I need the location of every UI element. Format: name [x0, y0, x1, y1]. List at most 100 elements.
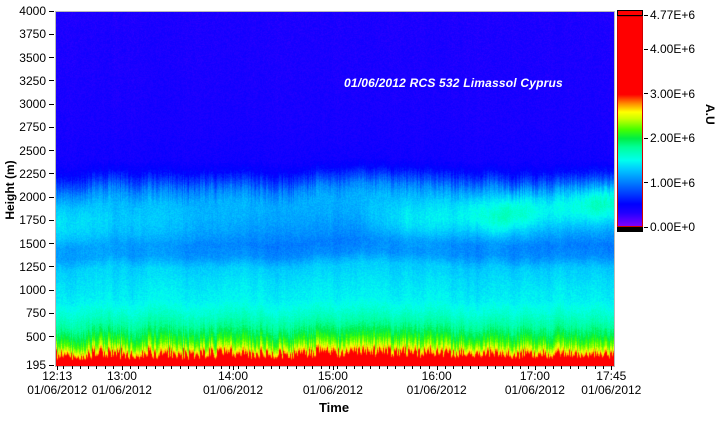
x-minor-tick: [495, 366, 496, 369]
y-tick-label: 3250: [19, 73, 46, 88]
x-minor-tick: [503, 366, 504, 369]
x-minor-tick: [412, 366, 413, 369]
y-tick-label: 4000: [19, 4, 46, 18]
x-tick-time-label: 14:00: [217, 369, 249, 383]
x-minor-tick: [362, 366, 363, 369]
y-tick-label: 1000: [19, 283, 46, 298]
x-minor-tick: [470, 366, 471, 369]
x-minor-tick: [246, 366, 247, 369]
colorbar-tick-label: 1.00E+6: [650, 175, 696, 190]
y-tick-label: 1250: [19, 259, 46, 274]
x-tick-time-label: 15:00: [317, 369, 348, 383]
x-minor-tick: [346, 366, 347, 369]
x-minor-tick: [63, 366, 64, 369]
x-minor-tick: [561, 366, 562, 369]
x-minor-tick: [445, 366, 446, 369]
colorbar-tick-label: 4.77E+6: [650, 8, 696, 22]
colorbar-overrange-cap: [617, 10, 643, 16]
x-minor-tick: [370, 366, 371, 369]
x-tick-date-label: 01/06/2012: [91, 383, 152, 397]
heatmap-canvas: [56, 12, 614, 366]
y-tick: [49, 103, 54, 105]
y-tick: [49, 173, 54, 175]
colorbar-tick: [644, 14, 648, 16]
colorbar-tick: [644, 182, 648, 184]
x-tick-time-label: 12:13: [42, 369, 73, 383]
x-minor-tick: [279, 366, 280, 369]
y-tick-label: 2500: [19, 143, 46, 158]
colorbar-tick: [644, 137, 648, 139]
y-tick: [49, 364, 54, 366]
plot-annotation: 01/06/2012 RCS 532 Limassol Cyprus: [344, 76, 563, 90]
x-minor-tick: [88, 366, 89, 369]
y-tick: [49, 10, 54, 12]
x-minor-tick: [304, 366, 305, 369]
x-minor-tick: [553, 366, 554, 369]
x-tick-date-label: 01/06/2012: [302, 383, 363, 397]
x-minor-tick: [387, 366, 388, 369]
x-minor-tick: [213, 366, 214, 369]
x-tick-date-label: 01/06/2012: [504, 383, 565, 397]
x-tick-time-label: 13:00: [106, 369, 137, 383]
x-minor-tick: [221, 366, 222, 369]
x-minor-tick: [379, 366, 380, 369]
y-tick: [49, 150, 54, 152]
x-minor-tick: [204, 366, 205, 369]
y-tick-label: 3750: [19, 27, 46, 42]
x-tick: [332, 366, 334, 370]
x-minor-tick: [595, 366, 596, 369]
x-minor-tick: [263, 366, 264, 369]
y-tick: [49, 312, 54, 314]
x-tick-date-label: 01/06/2012: [581, 383, 642, 397]
colorbar-tick: [644, 48, 648, 50]
x-minor-tick: [404, 366, 405, 369]
y-tick: [49, 336, 54, 338]
x-minor-tick: [188, 366, 189, 369]
x-tick-time-label: 17:00: [519, 369, 550, 383]
y-tick-label: 3500: [19, 50, 46, 65]
x-tick: [121, 366, 123, 370]
colorbar-tick: [644, 226, 648, 228]
x-minor-tick: [171, 366, 172, 369]
y-tick-label: 1500: [19, 236, 46, 251]
x-minor-tick: [96, 366, 97, 369]
x-minor-tick: [512, 366, 513, 369]
x-minor-tick: [271, 366, 272, 369]
x-tick: [436, 366, 438, 370]
x-minor-tick: [296, 366, 297, 369]
y-tick-label: 2750: [19, 120, 46, 135]
x-minor-tick: [603, 366, 604, 369]
x-minor-tick: [254, 366, 255, 369]
x-minor-tick: [420, 366, 421, 369]
y-tick: [49, 243, 54, 245]
x-minor-tick: [238, 366, 239, 369]
y-tick-label: 500: [25, 329, 46, 344]
y-tick-label: 2250: [19, 166, 46, 181]
x-minor-tick: [578, 366, 579, 369]
x-minor-tick: [354, 366, 355, 369]
y-tick: [49, 219, 54, 221]
x-tick-time-label: 16:00: [421, 369, 452, 383]
x-minor-tick: [478, 366, 479, 369]
x-minor-tick: [138, 366, 139, 369]
x-minor-tick: [80, 366, 81, 369]
x-minor-tick: [329, 366, 330, 369]
x-minor-tick: [196, 366, 197, 369]
x-minor-tick: [113, 366, 114, 369]
x-minor-tick: [155, 366, 156, 369]
x-minor-tick: [146, 366, 147, 369]
x-minor-tick: [395, 366, 396, 369]
x-axis-title: Time: [318, 400, 350, 415]
x-minor-tick: [453, 366, 454, 369]
x-minor-tick: [163, 366, 164, 369]
y-tick-label: 195: [25, 358, 46, 372]
x-tick-time-label: 17:45: [596, 369, 627, 383]
x-minor-tick: [462, 366, 463, 369]
y-tick: [49, 266, 54, 268]
y-tick-label: 750: [25, 306, 46, 321]
colorbar-tick-label: 0.00E+0: [650, 220, 696, 234]
x-tick-date-label: 01/06/2012: [202, 383, 264, 397]
x-minor-tick: [487, 366, 488, 369]
x-minor-tick: [105, 366, 106, 369]
